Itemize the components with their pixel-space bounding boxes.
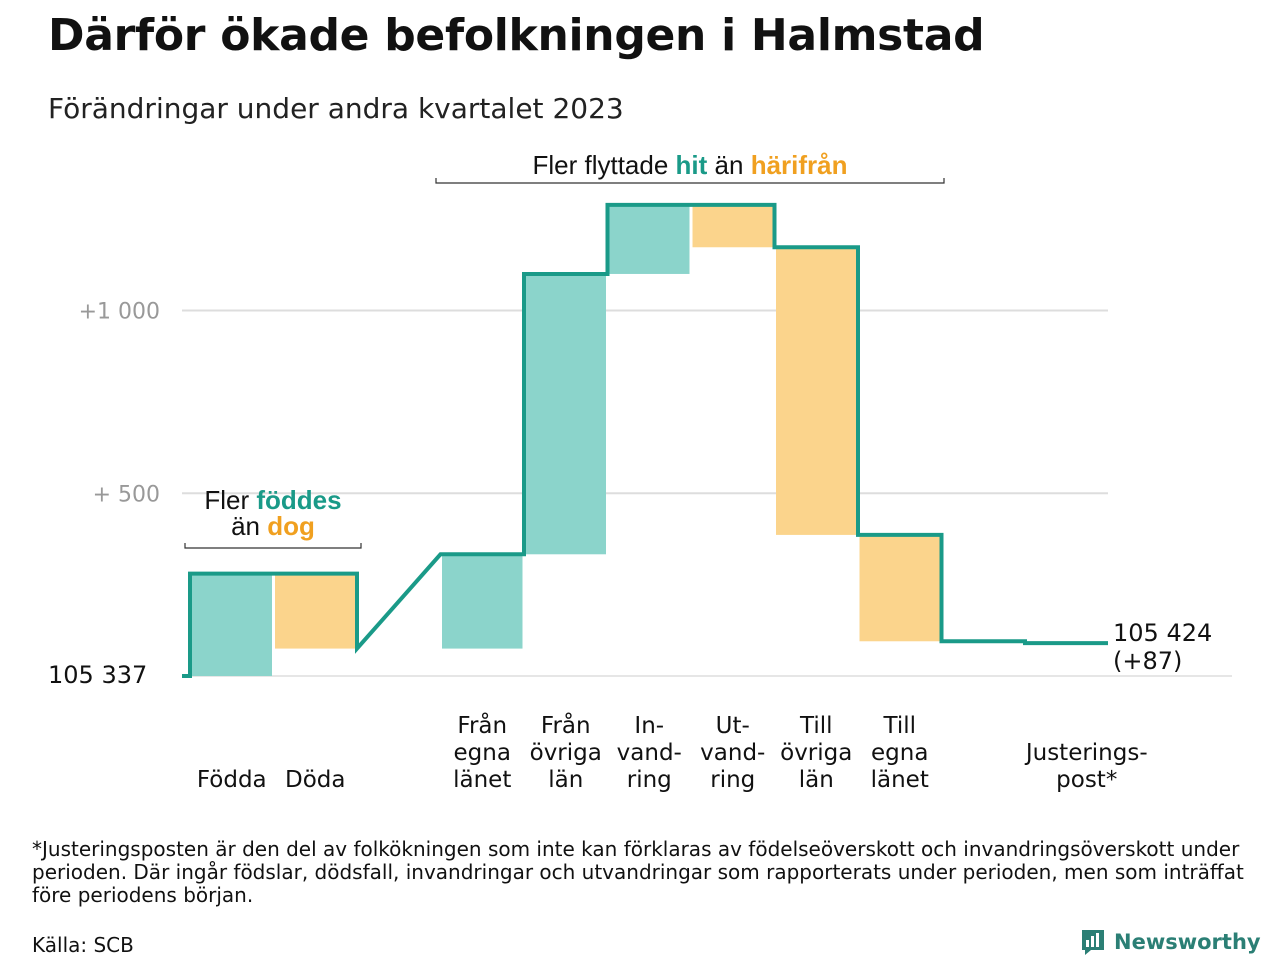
x-axis-label: ring <box>710 767 755 793</box>
source-note: Källa: SCB <box>32 933 134 957</box>
births-annotation-line2: än dog <box>231 511 315 541</box>
chart-title: Därför ökade befolkningen i Halmstad <box>48 10 985 61</box>
end-change-label: (+87) <box>1113 647 1182 675</box>
start-value-label: 105 337 <box>48 661 147 689</box>
outflow-bar <box>859 534 940 642</box>
inflow-bar <box>191 573 272 676</box>
x-axis-label: egna <box>454 740 511 766</box>
births-annotation-line1: Fler föddes <box>204 485 341 515</box>
y-tick-label: + 500 <box>93 482 160 507</box>
x-axis-label: länet <box>871 767 929 793</box>
x-axis-label: Till <box>799 713 833 739</box>
brand-logo: Newsworthy <box>1080 928 1261 956</box>
x-axis-label: Födda <box>197 767 267 793</box>
end-value-label: 105 424 <box>1113 619 1212 647</box>
x-axis-label: övriga <box>530 740 602 766</box>
outflow-bar <box>275 573 356 649</box>
y-tick-label: +1 000 <box>79 300 160 325</box>
brand-name: Newsworthy <box>1114 930 1261 954</box>
x-axis-label: vand- <box>700 740 765 766</box>
migration-annotation: Fler flyttade hit än härifrån <box>532 150 847 180</box>
chart-subtitle: Förändringar under andra kvartalet 2023 <box>48 92 624 125</box>
outflow-bar <box>776 247 857 535</box>
x-axis-label: Till <box>882 713 916 739</box>
newsworthy-logo-icon <box>1082 930 1104 955</box>
cumulative-step-line <box>182 202 1108 678</box>
x-axis-label: länet <box>453 767 511 793</box>
x-axis-label: Justerings- <box>1024 740 1148 766</box>
x-axis-label: ring <box>627 767 672 793</box>
x-axis-label: Döda <box>285 767 345 793</box>
births-bracket <box>184 543 362 549</box>
inflow-bar <box>525 273 606 555</box>
x-axis-label: Från <box>541 711 591 739</box>
x-axis-label: vand- <box>617 740 682 766</box>
x-axis-label: In- <box>634 713 664 739</box>
x-axis-label: post* <box>1056 767 1117 793</box>
x-axis-label: län <box>548 767 583 793</box>
x-axis-label: egna <box>871 740 928 766</box>
x-axis-label: län <box>799 767 834 793</box>
footnote: *Justeringsposten är den del av folkökni… <box>32 837 1244 907</box>
inflow-bar <box>609 204 690 274</box>
x-axis-label: övriga <box>780 740 852 766</box>
outflow-bar <box>692 204 773 248</box>
migration-bracket <box>435 178 945 184</box>
x-axis-label: Från <box>457 711 507 739</box>
inflow-bar <box>442 554 523 649</box>
x-axis-label: Ut- <box>716 713 750 739</box>
